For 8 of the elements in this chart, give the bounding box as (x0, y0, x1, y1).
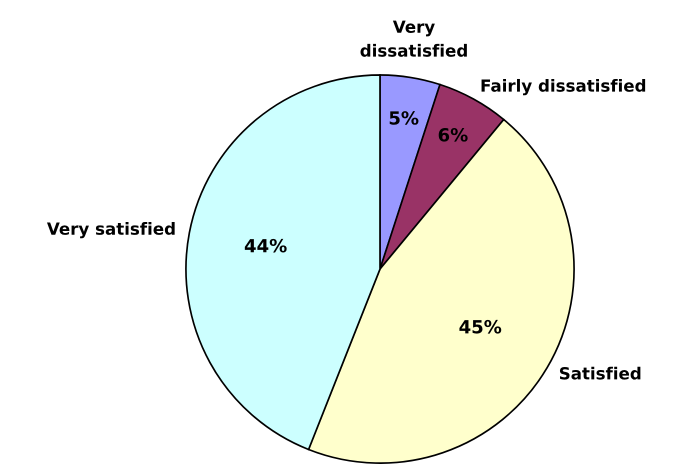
data-label: 5% (390, 111, 418, 125)
slice-label: Very satisfied (46, 222, 175, 238)
data-label: 44% (244, 238, 287, 252)
data-label: 45% (459, 320, 502, 334)
slice-label: Fairly dissatisfied (482, 78, 646, 96)
slice-label: Very dissatisfied (360, 20, 467, 57)
slice-label: Satisfied (560, 366, 640, 380)
data-label: 6% (438, 128, 468, 142)
